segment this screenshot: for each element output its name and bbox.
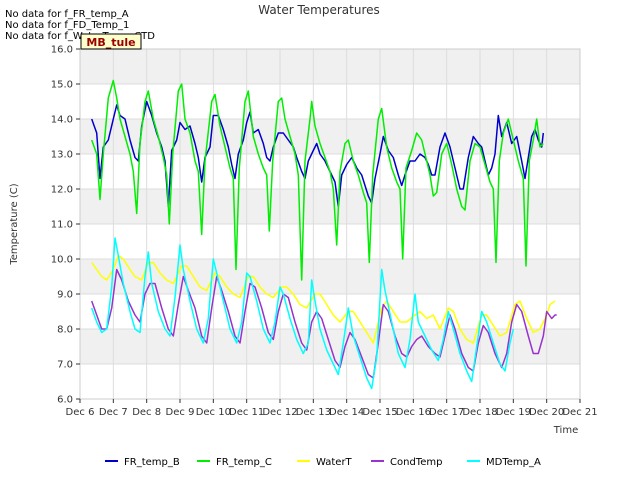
- y-tick-label: 14.0: [51, 115, 73, 126]
- y-tick-label: 7.0: [57, 360, 73, 371]
- legend-label-mdtemp-a: MDTemp_A: [486, 457, 541, 468]
- y-axis-label: Temperature (C): [9, 183, 20, 265]
- x-axis-label: Time: [553, 425, 578, 436]
- station-badge: MB_tule: [80, 33, 142, 50]
- series-line-mdtemp-a: [90, 237, 515, 390]
- y-tick-label: 13.0: [51, 150, 73, 161]
- station-badge-box: [80, 33, 142, 50]
- station-badge-label: MB_tule: [86, 36, 135, 49]
- x-tick-label: Dec 11: [229, 407, 264, 418]
- x-tick-label: Dec 16: [396, 407, 431, 418]
- y-tick-label: 8.0: [57, 325, 73, 336]
- x-tick-label: Dec 14: [329, 407, 364, 418]
- legend-label-watert: WaterT: [316, 457, 353, 468]
- x-tick-label: Dec 15: [362, 407, 397, 418]
- no-data-note-1: No data for f_FR_temp_A: [5, 9, 129, 20]
- x-tick-label: Dec 19: [496, 407, 531, 418]
- x-tick-label: Dec 10: [196, 407, 231, 418]
- legend: FR_temp_B FR_temp_C WaterT CondTemp MDTemp_A: [105, 457, 541, 468]
- chart-title: Water Temperatures: [258, 3, 380, 17]
- y-tick-label: 9.0: [57, 290, 73, 301]
- x-tick-label: Dec 12: [262, 407, 297, 418]
- x-tick-label: Dec 8: [132, 407, 161, 418]
- legend-label-fr-temp-b: FR_temp_B: [124, 457, 180, 468]
- legend-label-fr-temp-c: FR_temp_C: [216, 457, 272, 468]
- y-tick-label: 15.0: [51, 80, 73, 91]
- x-tick-label: Dec 20: [529, 407, 564, 418]
- x-tick-label: Dec 21: [562, 407, 597, 418]
- x-tick-label: Dec 18: [462, 407, 497, 418]
- x-tick-label: Dec 7: [99, 407, 128, 418]
- no-data-note-3: No data for f_WaterTemp_CTD: [5, 31, 155, 42]
- y-tick-label: 16.0: [51, 45, 73, 56]
- legend-label-condtemp: CondTemp: [390, 457, 442, 468]
- plot-band: [80, 189, 580, 224]
- y-tick-label: 6.0: [57, 395, 73, 406]
- x-tick-label: Dec 17: [429, 407, 464, 418]
- no-data-note-2: No data for f_FD_Temp_1: [5, 20, 130, 31]
- y-tick-label: 11.0: [51, 220, 73, 231]
- series-line-fr-temp-b: [90, 100, 545, 208]
- x-tick-label: Dec 6: [66, 407, 95, 418]
- y-tick-label: 12.0: [51, 185, 73, 196]
- x-tick-label: Dec 9: [166, 407, 195, 418]
- x-tick-label: Dec 13: [296, 407, 331, 418]
- y-tick-label: 10.0: [51, 255, 73, 266]
- plot-band: [80, 49, 580, 84]
- series-line-fr-temp-c: [90, 79, 544, 281]
